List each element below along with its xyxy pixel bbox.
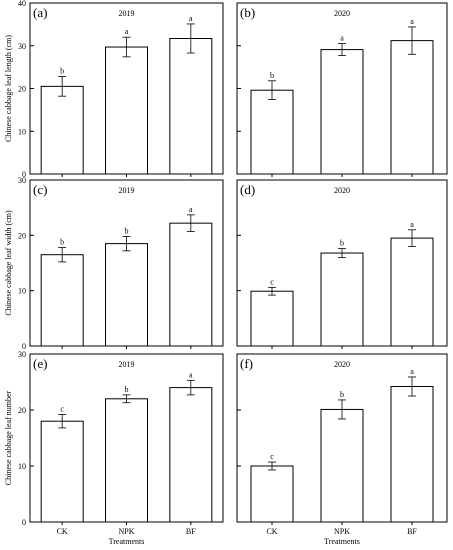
- y-tick-label: 0: [22, 518, 26, 527]
- bar-bf: [169, 387, 213, 523]
- significance-letter: c: [270, 452, 274, 461]
- error-bar: [338, 43, 346, 56]
- y-tick-label: 30: [18, 176, 26, 185]
- y-axis-label: Chinese cabbage leaf length (cm): [4, 35, 13, 142]
- y-tick-label: 10: [18, 287, 26, 296]
- bar-bf: [390, 237, 434, 347]
- x-tick-label: NPK: [118, 527, 134, 536]
- error-bar: [408, 26, 416, 55]
- panel-d: (d) 2020 c b a: [236, 179, 448, 349]
- significance-letter: a: [340, 34, 344, 43]
- panel-label: (c): [33, 182, 47, 197]
- significance-letter: b: [340, 390, 344, 399]
- panel-label: (e): [33, 356, 47, 371]
- x-axis-label: Treatments: [324, 537, 360, 546]
- error-bar: [122, 36, 131, 58]
- significance-letter: a: [410, 17, 414, 26]
- significance-letter: b: [125, 226, 129, 235]
- significance-letter: b: [60, 67, 64, 76]
- error-bar: [186, 214, 195, 232]
- error-bar: [58, 76, 67, 97]
- y-axis-label: Chinese cabbage leaf width (cm): [4, 210, 13, 316]
- x-axis-label: Treatments: [109, 537, 145, 546]
- y-tick-label: 10: [18, 462, 26, 471]
- significance-letter: a: [189, 370, 193, 379]
- error-bar: [408, 376, 416, 397]
- y-tick-label: 20: [18, 231, 26, 240]
- error-bar: [338, 248, 346, 258]
- bar-bf: [169, 222, 213, 347]
- significance-letter: b: [60, 238, 64, 247]
- significance-letter: a: [189, 205, 193, 214]
- panel-year: 2020: [334, 360, 350, 369]
- error-bar: [268, 286, 276, 296]
- bar-bf: [390, 40, 434, 175]
- panel-label: (f): [240, 356, 253, 371]
- panel-year: 2020: [334, 186, 350, 195]
- bar-npk: [320, 49, 364, 175]
- significance-letter: b: [340, 239, 344, 248]
- error-bar: [122, 236, 131, 252]
- x-tick-label: CK: [266, 527, 277, 536]
- error-bar: [186, 23, 195, 54]
- y-tick-label: 20: [18, 85, 26, 94]
- error-bar: [58, 247, 67, 263]
- y-axis-label: Chinese cabbage leaf number: [4, 390, 13, 485]
- error-bar: [408, 229, 416, 247]
- x-tick-label: CK: [57, 527, 68, 536]
- panel-a: (a) 2019 0 10 20 30 40 Chinese cabbage leaf len…: [4, 0, 224, 179]
- significance-letter: b: [270, 71, 274, 80]
- bar-ck: [40, 420, 84, 523]
- x-tick-label: NPK: [334, 527, 350, 536]
- bar-ck: [250, 89, 294, 175]
- panel-year: 2020: [334, 9, 350, 18]
- bar-ck: [250, 465, 294, 523]
- y-tick-label: 30: [18, 42, 26, 51]
- significance-letter: b: [125, 385, 129, 394]
- error-bar: [268, 80, 276, 101]
- panel-b: (b) 2020 b a a: [236, 2, 448, 177]
- y-tick-label: 30: [18, 350, 26, 359]
- bar-ck: [40, 254, 84, 347]
- x-tick-label: BF: [186, 527, 196, 536]
- bar-ck: [250, 290, 294, 347]
- bar-npk: [320, 408, 364, 523]
- bar-npk: [320, 252, 364, 347]
- significance-letter: a: [410, 220, 414, 229]
- error-bar: [58, 414, 67, 429]
- y-tick-label: 0: [22, 170, 26, 179]
- panel-f: (f) 2020 c CK b NPK a BF Treatments: [236, 353, 448, 546]
- bar-bf: [390, 385, 434, 523]
- y-tick-label: 0: [22, 342, 26, 351]
- bar-npk: [105, 243, 148, 347]
- x-tick-label: BF: [407, 527, 417, 536]
- error-bar: [268, 461, 276, 471]
- significance-letter: a: [189, 14, 193, 23]
- panel-label: (b): [240, 5, 255, 20]
- panel-year: 2019: [119, 9, 135, 18]
- panel-year: 2019: [119, 360, 135, 369]
- panel-label: (a): [33, 5, 47, 20]
- bar-npk: [105, 46, 148, 175]
- panel-e: (e) 2019 0 10 20 30 Chinese cabbage leaf numbe…: [4, 350, 224, 546]
- panel-year: 2019: [119, 186, 135, 195]
- error-bar: [122, 394, 131, 404]
- bar-npk: [105, 398, 148, 523]
- bar-ck: [40, 85, 84, 175]
- y-tick-label: 10: [18, 127, 26, 136]
- bar-bf: [169, 37, 213, 175]
- error-bar: [186, 379, 195, 396]
- significance-letter: c: [60, 404, 64, 413]
- y-tick-label: 40: [18, 0, 26, 8]
- panel-label: (d): [240, 182, 255, 197]
- y-tick-label: 20: [18, 406, 26, 415]
- panel-c: (c) 2019 0 10 20 30 Chinese cabbage leaf width…: [4, 176, 224, 351]
- significance-letter: a: [125, 27, 129, 36]
- significance-letter: a: [410, 367, 414, 376]
- significance-letter: c: [270, 277, 274, 286]
- error-bar: [338, 399, 346, 420]
